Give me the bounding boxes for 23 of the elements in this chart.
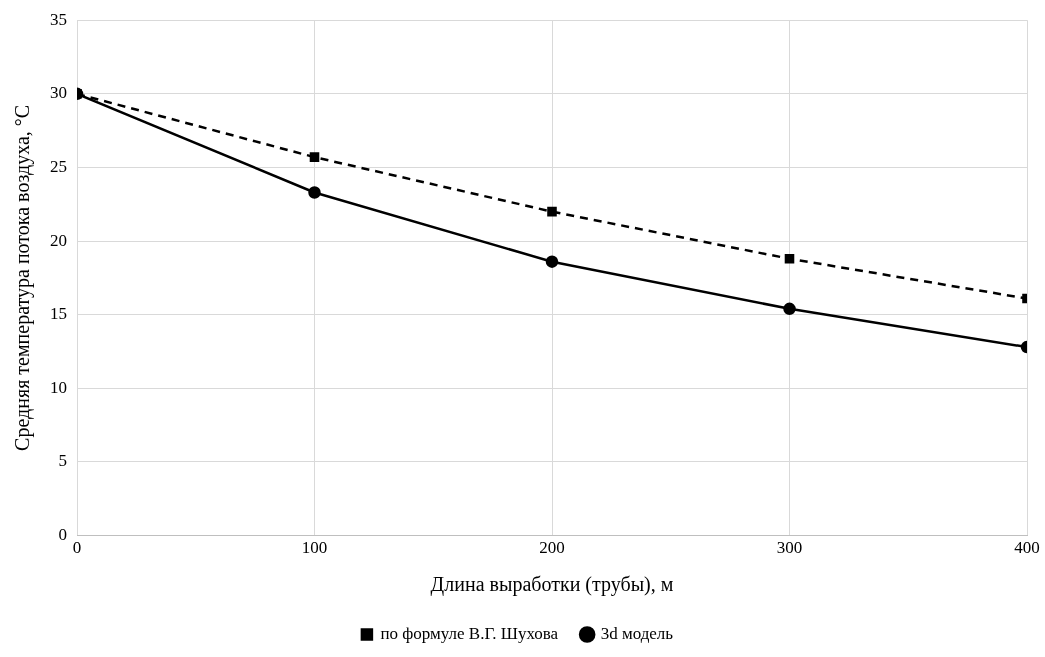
legend-label: 3d модель [600,623,674,643]
y-tick-label: 5 [58,451,67,471]
y-tick-label: 0 [58,525,67,545]
point [309,152,320,162]
y-tick-label: 25 [50,156,67,176]
point [783,302,796,316]
point [545,255,559,268]
y-tick-label: 20 [50,230,67,250]
x-tick-label: 300 [776,538,803,558]
point [547,206,557,217]
x-axis-title: Длина выработки (трубы), м [430,573,674,597]
point [308,186,321,199]
y-tick-label: 30 [50,83,67,103]
y-tick-label: 35 [50,9,67,29]
legend-label: по формуле В.Г. Шухова [380,623,559,643]
x-tick-label: 100 [301,538,328,558]
y-axis-title: Средняя температура потока воздуха, °С [11,104,35,451]
y-tick-label: 15 [50,304,67,324]
y-tick-label: 10 [50,377,67,397]
x-tick-label: 200 [539,538,565,558]
x-tick-label: 400 [1014,538,1040,558]
point [784,253,795,264]
x-tick-label: 0 [72,538,82,558]
